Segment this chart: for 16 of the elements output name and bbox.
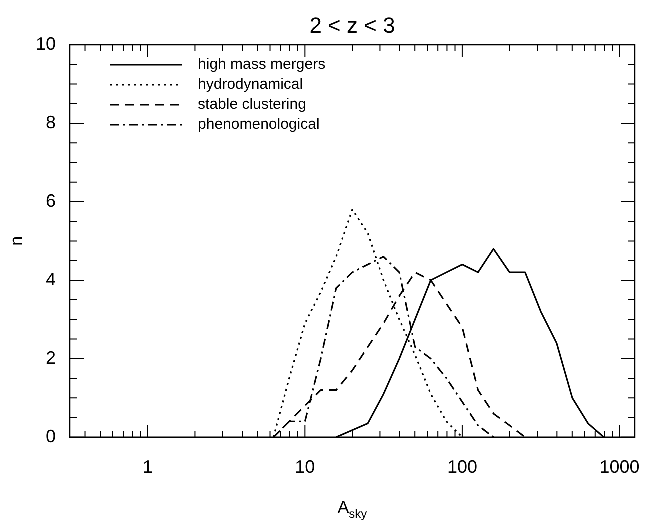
y-tick-label: 8 [46, 112, 56, 132]
chart-title: 2 < z < 3 [310, 13, 396, 38]
y-tick-label: 2 [46, 348, 56, 368]
y-tick-label: 4 [46, 269, 56, 290]
legend-label: stable clustering [198, 96, 306, 114]
y-tick-label: 10 [36, 34, 56, 54]
y-tick-label: 0 [46, 426, 56, 446]
x-tick-label: 1000 [600, 457, 640, 478]
legend-label: phenomenological [198, 116, 320, 134]
legend-label: high mass mergers [198, 56, 326, 74]
y-tick-label: 6 [46, 190, 56, 211]
y-axis-title: n [7, 236, 26, 246]
legend-label: hydrodynamical [198, 76, 304, 94]
x-tick-label: 10 [295, 457, 316, 478]
x-tick-label: 100 [447, 457, 478, 478]
x-tick-label: 1 [142, 457, 153, 478]
